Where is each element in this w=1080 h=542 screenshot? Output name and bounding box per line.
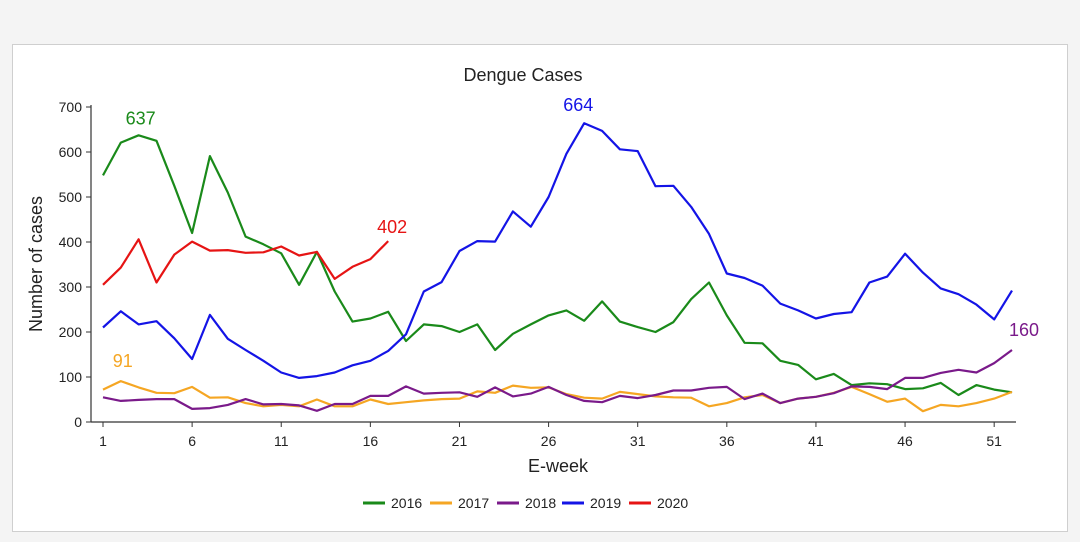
series-line-2020 — [102, 238, 389, 286]
axes — [86, 105, 1016, 427]
x-tick-label: 41 — [808, 433, 824, 449]
x-tick-label: 16 — [363, 433, 379, 449]
annotation-664: 664 — [563, 95, 593, 115]
legend-label-2018: 2018 — [525, 495, 556, 511]
annotation-160: 160 — [1009, 320, 1039, 340]
x-tick-labels: 1 6 11 16 21 26 31 36 41 46 51 — [99, 433, 1002, 449]
y-tick-label: 500 — [59, 189, 83, 205]
series-line-2017 — [102, 380, 1013, 413]
legend-label-2020: 2020 — [657, 495, 688, 511]
y-axis-label: Number of cases — [26, 196, 46, 332]
x-tick-label: 1 — [99, 433, 107, 449]
legend: 2016 2017 2018 2019 2020 — [363, 495, 688, 511]
watermark: 微信号: kanxinjiapo — [755, 479, 1006, 507]
legend-label-2016: 2016 — [391, 495, 422, 511]
x-tick-label: 46 — [897, 433, 913, 449]
series-lines — [102, 122, 1013, 413]
series-line-2016 — [102, 134, 1013, 397]
wechat-icon — [755, 479, 794, 507]
x-tick-label: 31 — [630, 433, 646, 449]
y-tick-label: 400 — [59, 234, 83, 250]
y-tick-label: 200 — [59, 324, 83, 340]
y-tick-label: 0 — [74, 414, 82, 430]
y-tick-labels: 0 100 200 300 400 500 600 700 — [59, 99, 83, 430]
y-tick-label: 600 — [59, 144, 83, 160]
series-line-2018 — [102, 349, 1013, 412]
annotation-91: 91 — [113, 351, 133, 371]
x-tick-label: 6 — [188, 433, 196, 449]
series-line-2019 — [102, 122, 1013, 379]
x-tick-label: 26 — [541, 433, 557, 449]
y-tick-label: 100 — [59, 369, 83, 385]
chart-title: Dengue Cases — [463, 65, 582, 85]
x-axis-label: E-week — [528, 456, 589, 476]
annotation-402: 402 — [377, 217, 407, 237]
x-tick-label: 36 — [719, 433, 735, 449]
annotation-637: 637 — [126, 108, 156, 128]
watermark-text: 微信号: kanxinjiapo — [800, 481, 1006, 506]
x-tick-label: 21 — [452, 433, 468, 449]
chart-card — [12, 44, 1068, 532]
peak-annotations: 637 664 402 91 160 — [113, 95, 1039, 371]
y-tick-label: 300 — [59, 279, 83, 295]
y-tick-label: 700 — [59, 99, 83, 115]
legend-label-2019: 2019 — [590, 495, 621, 511]
legend-label-2017: 2017 — [458, 495, 489, 511]
x-tick-label: 11 — [274, 433, 289, 449]
x-tick-label: 51 — [986, 433, 1002, 449]
